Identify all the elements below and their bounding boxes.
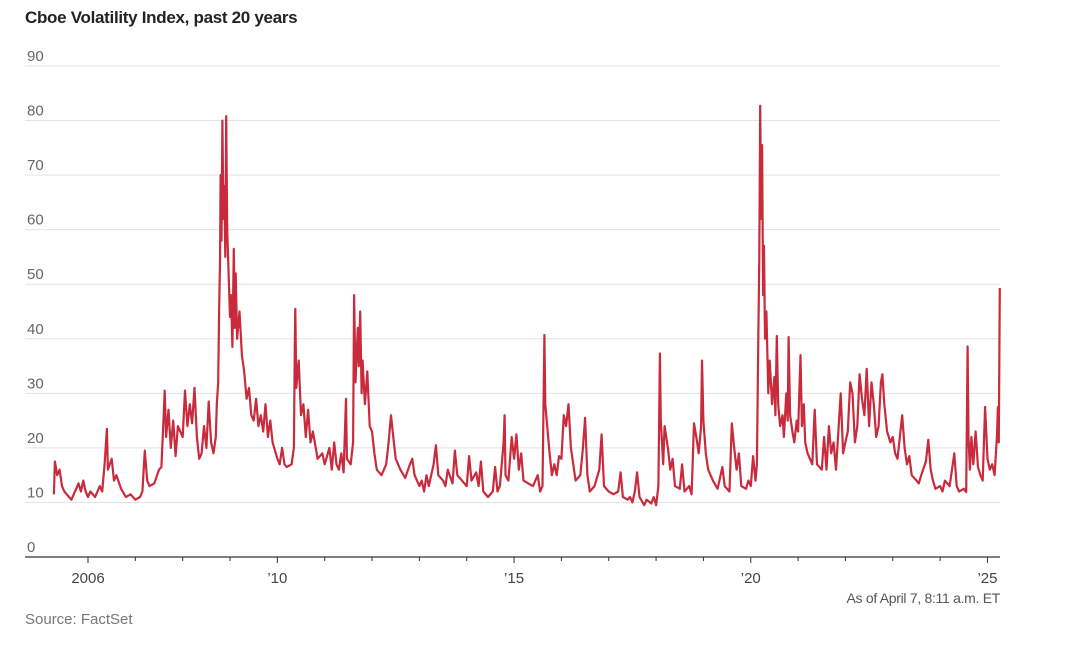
y-tick-label: 30 [27,375,44,392]
x-tick-label: ’20 [741,570,761,587]
as-of-note: As of April 7, 8:11 a.m. ET [846,590,1001,606]
chart-title: Cboe Volatility Index, past 20 years [25,8,298,27]
y-tick-label: 80 [27,103,44,120]
y-tick-label: 0 [27,539,35,556]
y-tick-label: 40 [27,321,44,338]
series-line-vix [52,104,1001,507]
y-tick-label: 60 [27,212,44,229]
x-tick-label: ’15 [504,570,524,587]
x-tick-label: ’10 [267,570,287,587]
y-tick-label: 50 [27,266,44,283]
y-tick-label: 20 [27,430,44,447]
x-tick-label: ’25 [977,570,997,587]
y-tick-label: 10 [27,484,44,501]
y-tick-label: 90 [27,48,44,65]
x-tick-label: 2006 [71,570,104,587]
source-note: Source: FactSet [25,611,133,628]
y-tick-label: 70 [27,157,44,174]
